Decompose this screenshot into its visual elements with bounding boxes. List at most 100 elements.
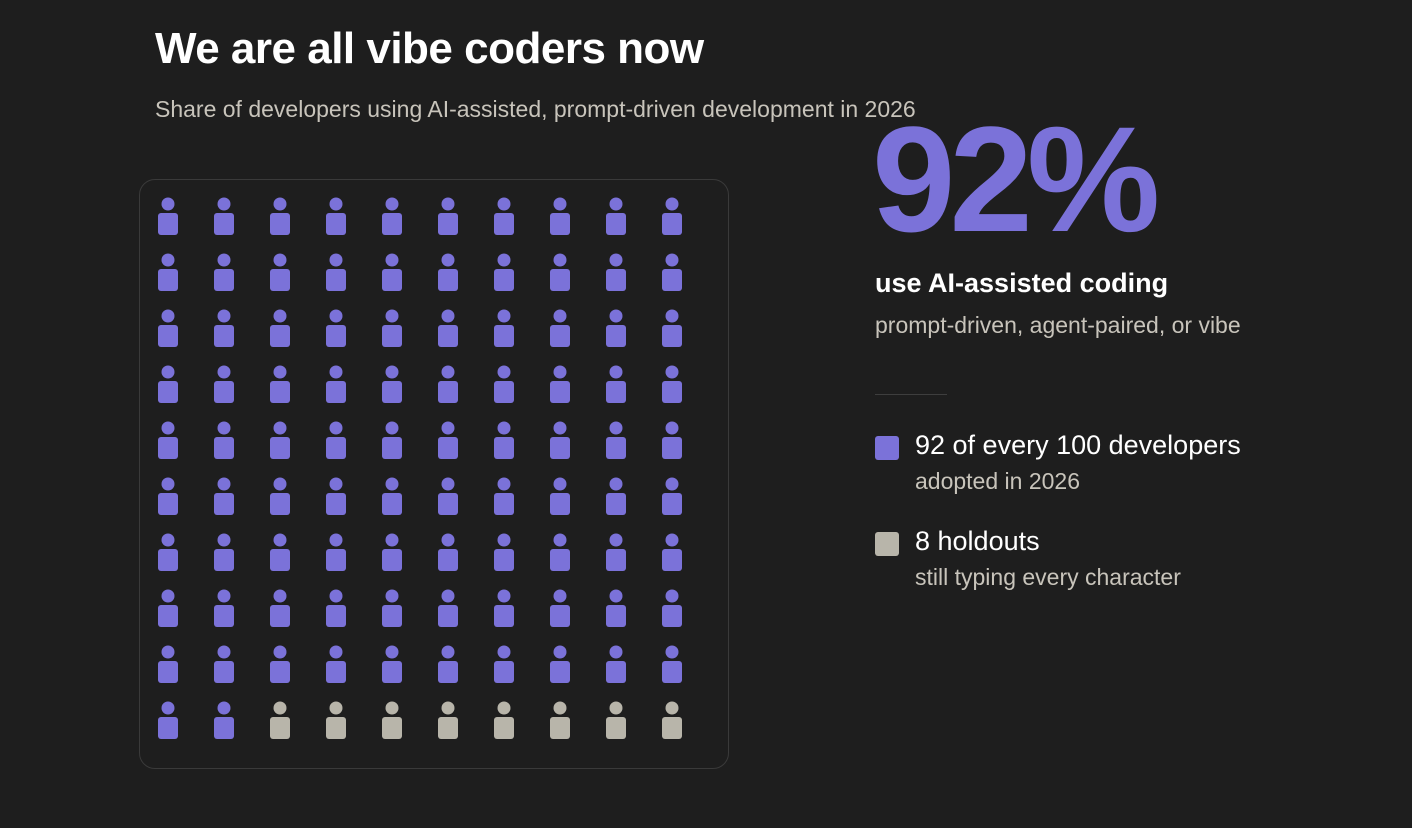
person-icon xyxy=(158,365,178,403)
person-icon xyxy=(214,309,234,347)
person-icon xyxy=(438,197,458,235)
person-icon xyxy=(270,253,290,291)
person-icon xyxy=(606,421,626,459)
legend-desc: still typing every character xyxy=(915,564,1181,590)
person-icon xyxy=(214,589,234,627)
person-icon xyxy=(270,309,290,347)
person-icon xyxy=(438,365,458,403)
person-icon xyxy=(382,645,402,683)
person-icon xyxy=(606,365,626,403)
person-icon xyxy=(326,589,346,627)
person-icon xyxy=(438,309,458,347)
person-icon xyxy=(326,701,346,739)
person-icon xyxy=(270,533,290,571)
person-icon xyxy=(438,533,458,571)
person-icon xyxy=(494,365,514,403)
person-icon xyxy=(606,589,626,627)
person-icon xyxy=(326,365,346,403)
person-icon xyxy=(494,645,514,683)
person-icon xyxy=(550,197,570,235)
person-icon xyxy=(382,365,402,403)
stat-headline: use AI-assisted coding xyxy=(875,268,1169,298)
person-icon xyxy=(214,253,234,291)
person-icon xyxy=(606,253,626,291)
person-icon xyxy=(382,533,402,571)
person-icon xyxy=(382,477,402,515)
legend-label: 92 of every 100 developers xyxy=(915,430,1241,460)
person-icon xyxy=(270,701,290,739)
person-icon xyxy=(662,589,682,627)
person-icon xyxy=(606,477,626,515)
person-icon xyxy=(158,421,178,459)
person-icon xyxy=(270,589,290,627)
person-icon xyxy=(662,701,682,739)
stat-value: 92% xyxy=(872,95,1160,263)
person-icon xyxy=(270,477,290,515)
person-icon xyxy=(662,477,682,515)
legend-swatch-adopted xyxy=(875,436,899,460)
person-icon xyxy=(382,309,402,347)
chart-title: We are all vibe coders now xyxy=(155,24,704,73)
person-icon xyxy=(662,253,682,291)
person-icon xyxy=(214,701,234,739)
person-icon xyxy=(382,589,402,627)
person-icon xyxy=(214,421,234,459)
person-icon xyxy=(494,309,514,347)
person-icon xyxy=(550,365,570,403)
person-icon xyxy=(158,589,178,627)
chart-subtitle: Share of developers using AI-assisted, p… xyxy=(155,96,916,122)
person-icon xyxy=(494,421,514,459)
person-icon xyxy=(662,421,682,459)
person-icon xyxy=(214,477,234,515)
person-icon xyxy=(214,197,234,235)
person-icon xyxy=(438,253,458,291)
person-icon xyxy=(438,421,458,459)
person-icon xyxy=(214,365,234,403)
person-icon xyxy=(382,197,402,235)
person-icon xyxy=(326,253,346,291)
person-icon xyxy=(326,421,346,459)
person-icon xyxy=(550,645,570,683)
person-icon xyxy=(606,197,626,235)
person-icon xyxy=(158,701,178,739)
person-icon xyxy=(662,365,682,403)
person-icon xyxy=(382,253,402,291)
person-icon xyxy=(158,645,178,683)
person-icon xyxy=(662,197,682,235)
person-icon xyxy=(326,477,346,515)
person-icon xyxy=(158,309,178,347)
stat-subline: prompt-driven, agent-paired, or vibe xyxy=(875,312,1241,338)
person-icon xyxy=(550,309,570,347)
person-icon xyxy=(326,197,346,235)
person-icon xyxy=(550,701,570,739)
person-icon xyxy=(158,253,178,291)
person-icon xyxy=(494,253,514,291)
person-icon xyxy=(606,701,626,739)
person-icon xyxy=(158,197,178,235)
person-icon xyxy=(494,477,514,515)
person-icon xyxy=(550,421,570,459)
person-icon xyxy=(382,421,402,459)
person-icon xyxy=(494,589,514,627)
person-icon xyxy=(438,701,458,739)
person-icon xyxy=(662,309,682,347)
person-icon xyxy=(158,533,178,571)
person-icon xyxy=(158,477,178,515)
person-icon xyxy=(606,309,626,347)
person-icon xyxy=(662,645,682,683)
person-icon xyxy=(382,701,402,739)
waffle-panel xyxy=(139,179,729,769)
person-icon xyxy=(550,253,570,291)
person-icon xyxy=(606,533,626,571)
person-icon xyxy=(550,477,570,515)
person-icon xyxy=(550,533,570,571)
legend-label: 8 holdouts xyxy=(915,526,1040,556)
person-icon xyxy=(326,645,346,683)
divider xyxy=(875,394,947,395)
person-icon xyxy=(270,645,290,683)
person-icon xyxy=(438,645,458,683)
person-icon xyxy=(550,589,570,627)
legend-desc: adopted in 2026 xyxy=(915,468,1080,494)
person-icon xyxy=(494,533,514,571)
person-icon xyxy=(270,197,290,235)
